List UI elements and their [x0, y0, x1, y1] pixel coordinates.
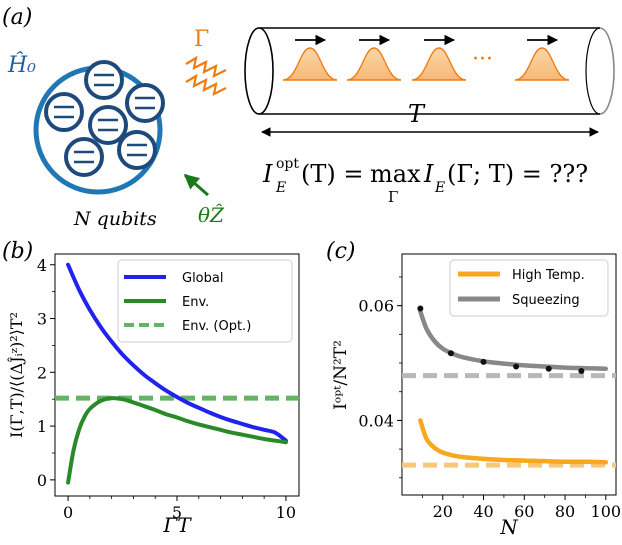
photon-pulses	[282, 47, 570, 81]
hamiltonian-label: Ĥ₀	[7, 51, 36, 78]
y-tick-label: 2	[37, 363, 47, 382]
panel-a: (a) Ĥ₀ N qubits θẐ Γ	[2, 5, 615, 230]
formula-lhs-base: I	[262, 160, 273, 188]
data-point	[513, 363, 520, 370]
gamma-label: Γ	[194, 27, 209, 52]
qubit-icons	[44, 60, 165, 177]
panel-b-label: (b)	[2, 239, 33, 264]
legend-label-env-opt: Env. (Opt.)	[182, 319, 251, 334]
formula-rhs-arg: (Γ; T) = ???	[447, 160, 588, 188]
panel-c-ticks: 20 40 60 80 100 0.04 0.06	[358, 276, 622, 521]
y-tick-label: 0	[37, 471, 47, 490]
panel-c-ylabel: Iᵒᵖᵗ/N²T²	[331, 340, 351, 410]
formula-lhs-sup: opt	[276, 156, 299, 172]
x-tick-label: 80	[555, 502, 575, 521]
legend-box	[117, 259, 293, 343]
qubit-ensemble	[33, 60, 165, 195]
formula-lhs-arg: (T) =	[301, 160, 363, 188]
x-tick-label: 0	[63, 503, 73, 522]
legend-label-global: Global	[182, 271, 223, 286]
data-point	[545, 365, 552, 372]
legend-label-env: Env.	[182, 295, 209, 310]
series-squeezing	[418, 309, 609, 372]
qubits-label: N qubits	[73, 208, 157, 230]
y-tick-label: 0.06	[358, 297, 394, 316]
formula-max-sub: Γ	[388, 188, 398, 206]
data-point	[480, 358, 487, 365]
panel-b: (b) 0 5 10 0 1 2 3 4 ΓT I(Γ,T)/⟨(ΔĴᵢᶻ)²⟩T² Glob…	[2, 239, 300, 537]
legend-label-squeezing: Squeezing	[512, 293, 580, 308]
panel-a-label: (a)	[2, 5, 32, 30]
series-env	[66, 396, 288, 485]
objective-formula: I opt E (T) = max Γ I E (Γ; T) = ???	[262, 156, 588, 206]
qubit-icon	[44, 92, 84, 132]
plot-area	[402, 305, 616, 468]
formula-lhs-sub: E	[275, 180, 286, 196]
data-point	[417, 305, 424, 312]
panel-b-legend: Global Env. Env. (Opt.)	[117, 259, 293, 343]
emission-zigzags	[185, 55, 227, 96]
y-tick-label: 4	[37, 256, 47, 275]
pulse-ellipsis: ···	[472, 47, 493, 72]
series-high-temp	[418, 418, 609, 465]
x-tick-label: 40	[473, 502, 493, 521]
panel-b-marks	[55, 262, 299, 485]
pulse	[346, 47, 402, 81]
qubit-icon	[125, 83, 165, 123]
panel-c-label: (c)	[326, 239, 356, 264]
waveguide-tube	[244, 27, 615, 115]
panel-c-legend: High Temp. Squeezing	[449, 259, 609, 317]
time-label: T	[408, 100, 426, 128]
panel-c-marks	[402, 305, 616, 468]
legend-label-high-temp: High Temp.	[512, 268, 585, 283]
pulse	[514, 47, 570, 81]
qubit-icon	[88, 105, 128, 145]
x-tick-label: 5	[172, 503, 182, 522]
x-tick-label: 100	[591, 502, 622, 521]
pulse	[411, 47, 467, 81]
noise-label: θẐ	[198, 203, 225, 227]
x-tick-label: 10	[276, 503, 296, 522]
series-global	[66, 262, 288, 443]
data-point	[578, 368, 585, 375]
qubit-icon	[84, 60, 124, 100]
qubit-icon	[117, 130, 157, 170]
qubit-icon	[64, 137, 104, 177]
plot-area	[55, 262, 299, 485]
y-tick-label: 3	[37, 310, 47, 329]
formula-max: max	[370, 160, 421, 188]
x-tick-label: 20	[433, 502, 453, 521]
panel-b-ylabel: I(Γ,T)/⟨(ΔĴᵢᶻ)²⟩T²	[7, 312, 26, 438]
panel-b-ticks: 0 5 10 0 1 2 3 4	[37, 256, 296, 522]
y-tick-label: 1	[37, 417, 47, 436]
x-tick-label: 60	[514, 502, 534, 521]
panel-c: (c) 20 40 60 80 100 0.04 0.06 N Iᵒᵖᵗ/N²T² High…	[326, 239, 621, 539]
data-point	[447, 350, 454, 357]
formula-rhs-base: I	[423, 160, 434, 188]
y-tick-label: 0.04	[358, 411, 394, 430]
pulse	[282, 47, 338, 81]
panel-c-xlabel: N	[499, 515, 519, 539]
panel-b-xlabel: ΓT	[162, 513, 192, 537]
noise-arrow	[183, 173, 209, 197]
formula-rhs-sub: E	[434, 180, 445, 196]
